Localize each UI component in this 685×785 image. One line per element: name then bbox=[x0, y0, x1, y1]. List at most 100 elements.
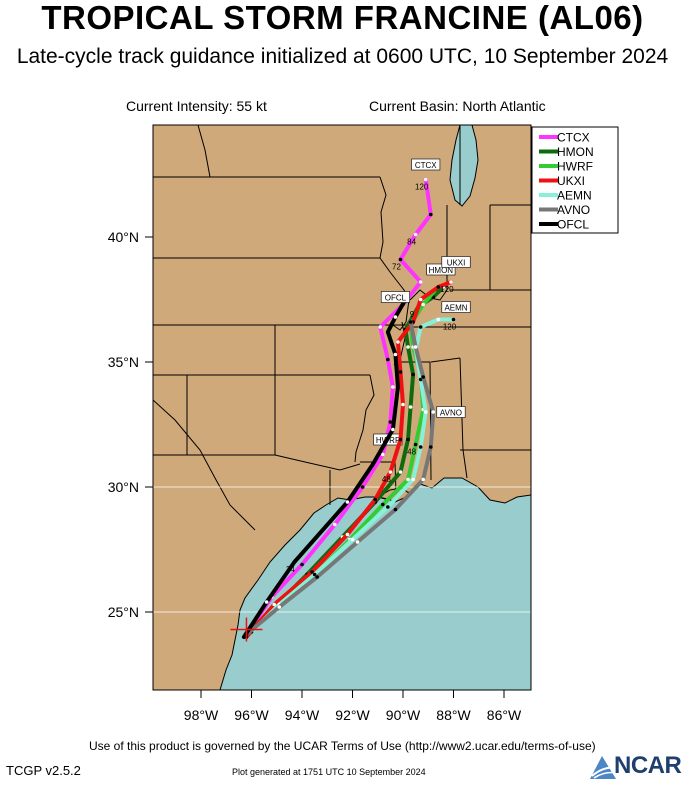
track-point bbox=[300, 562, 304, 567]
track-point bbox=[428, 212, 433, 217]
track-point bbox=[391, 385, 395, 389]
track-ukxi: 48 120 UKXI bbox=[244, 256, 471, 639]
track-point bbox=[370, 462, 375, 467]
legend-label: OFCL bbox=[557, 218, 589, 232]
track-point bbox=[408, 405, 413, 409]
legend-item-hwrf: HWRF bbox=[539, 160, 593, 174]
track-point bbox=[431, 410, 436, 414]
gridlines bbox=[153, 125, 531, 690]
track-point bbox=[421, 375, 426, 379]
state-boundaries bbox=[153, 125, 531, 531]
legend-item-avno: AVNO bbox=[539, 203, 590, 217]
track-point bbox=[436, 317, 441, 322]
track-point bbox=[388, 420, 393, 424]
track-point bbox=[418, 297, 423, 302]
model-tag: AEMN bbox=[444, 304, 467, 313]
lon-tick-label: 98°W bbox=[184, 707, 219, 723]
current-basin: Current Basin: North Atlantic bbox=[369, 98, 546, 114]
ncar-text: NCAR bbox=[614, 752, 682, 779]
track-point bbox=[411, 477, 415, 482]
model-tag: OFCL bbox=[385, 294, 407, 303]
legend-item-ctcx: CTCX bbox=[539, 131, 590, 145]
track-point bbox=[345, 500, 350, 504]
track-point bbox=[398, 437, 403, 442]
track-avno: AVNO bbox=[244, 320, 466, 637]
track-point bbox=[398, 257, 403, 262]
track-ctcx: 72 84 120 CTCX bbox=[244, 158, 441, 637]
forecast-hour-label: 84 bbox=[407, 238, 416, 247]
track-point bbox=[333, 522, 337, 527]
map-canvas: 7284120CTCX96HMON48HWRF48120UKXI120AEMNA… bbox=[153, 125, 531, 690]
track-point bbox=[386, 505, 390, 509]
track-point bbox=[373, 497, 378, 502]
track-point bbox=[381, 452, 385, 457]
model-tag-box bbox=[441, 301, 471, 313]
track-point bbox=[381, 502, 385, 507]
model-tag: UKXI bbox=[447, 259, 466, 268]
lat-tick-label: 30°N bbox=[108, 479, 139, 495]
track-point bbox=[277, 605, 282, 609]
model-tag-box bbox=[436, 406, 466, 418]
track-point bbox=[393, 315, 398, 319]
track-point bbox=[386, 330, 390, 334]
track-point bbox=[421, 477, 426, 482]
lon-tick-label: 86°W bbox=[487, 707, 522, 723]
model-tag: AVNO bbox=[440, 409, 462, 418]
model-tag-box bbox=[411, 158, 441, 171]
track-point bbox=[413, 442, 418, 447]
legend-label: HMON bbox=[557, 145, 594, 159]
track-point bbox=[378, 325, 383, 329]
forecast-hour-label: 120 bbox=[440, 285, 454, 294]
forecast-hour-label: 24 bbox=[286, 565, 295, 574]
track-line bbox=[244, 177, 433, 637]
lon-tick-label: 96°W bbox=[234, 707, 269, 723]
version-label: TCGP v2.5.2 bbox=[6, 763, 81, 778]
lat-tick-label: 25°N bbox=[108, 604, 139, 620]
legend-item-aemn: AEMN bbox=[539, 189, 592, 203]
ncar-logo: NCAR bbox=[588, 752, 685, 780]
track-point bbox=[391, 427, 395, 432]
track-ofcl: 24 OFCL bbox=[241, 291, 410, 639]
track-point bbox=[264, 600, 269, 604]
track-point bbox=[312, 572, 317, 577]
page-subtitle: Late-cycle track guidance initialized at… bbox=[16, 45, 669, 68]
track-point bbox=[406, 437, 410, 442]
track-point bbox=[360, 485, 365, 489]
forecast-hour-label: 120 bbox=[415, 183, 429, 192]
ncar-swoosh-icon bbox=[590, 756, 617, 779]
plot-generated: Plot generated at 1751 UTC 10 September … bbox=[232, 767, 426, 777]
track-point bbox=[418, 280, 423, 284]
track-point bbox=[408, 320, 413, 324]
legend-label: HWRF bbox=[557, 160, 593, 174]
legend-item-hmon: HMON bbox=[539, 145, 594, 159]
track-point bbox=[421, 302, 426, 307]
track-point bbox=[411, 372, 415, 377]
track-point bbox=[242, 635, 246, 639]
track-point bbox=[451, 317, 456, 322]
lake-michigan bbox=[449, 125, 479, 207]
track-point bbox=[401, 402, 405, 407]
legend-label: AEMN bbox=[557, 189, 592, 203]
track-line bbox=[244, 280, 453, 639]
lon-tick-label: 94°W bbox=[285, 707, 320, 723]
track-point bbox=[350, 537, 355, 542]
gulf-of-mexico bbox=[219, 477, 531, 690]
forecast-hour-label: 48 bbox=[407, 448, 416, 457]
track-point bbox=[418, 325, 423, 329]
track-point bbox=[413, 232, 418, 237]
track-point bbox=[436, 285, 441, 289]
track-point bbox=[396, 340, 400, 344]
track-point bbox=[292, 560, 297, 564]
lon-tick-label: 88°W bbox=[436, 707, 471, 723]
track-point bbox=[423, 177, 428, 182]
model-tag: CTCX bbox=[415, 161, 437, 170]
track-point bbox=[355, 540, 360, 544]
track-point bbox=[393, 507, 398, 512]
lon-tick-label: 90°W bbox=[386, 707, 421, 723]
track-point bbox=[418, 377, 423, 382]
model-tag-box bbox=[380, 291, 410, 303]
track-point bbox=[423, 410, 428, 414]
track-point bbox=[418, 445, 423, 449]
page-title: TROPICAL STORM FRANCINE (AL06) bbox=[41, 0, 644, 36]
